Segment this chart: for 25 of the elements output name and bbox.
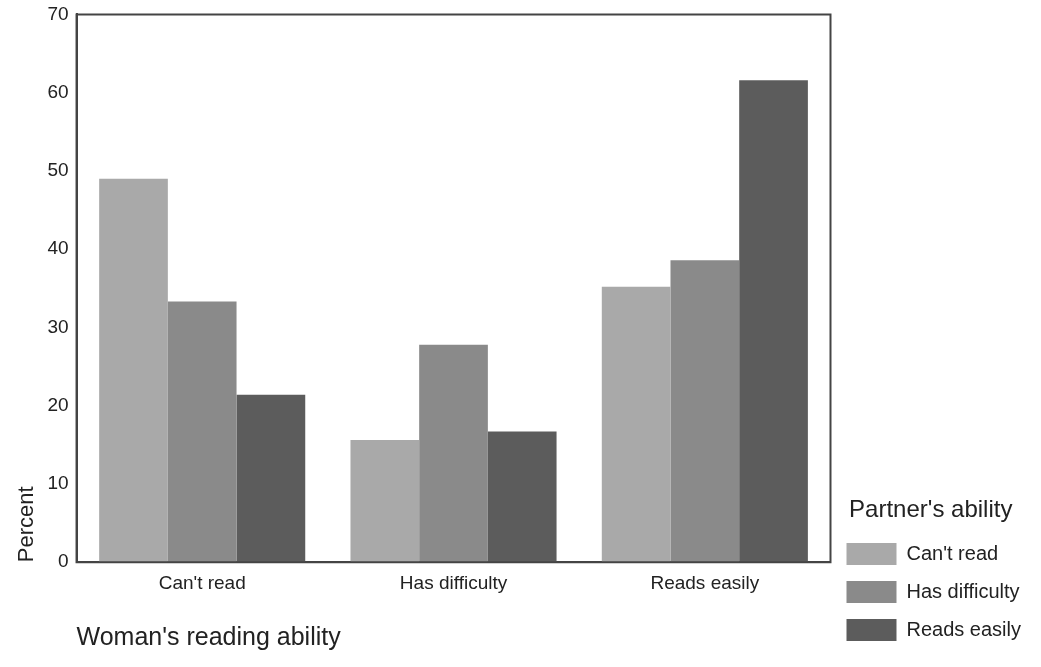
y-tick-label: 10: [47, 472, 69, 494]
x-tick-label: Can't read: [158, 571, 246, 593]
bar: [99, 178, 168, 563]
y-tick-label: 70: [47, 2, 69, 24]
x-tick-label: Reads easily: [650, 571, 760, 593]
legend-label: Reads easily: [906, 617, 1022, 640]
bar: [236, 394, 306, 563]
bar: [419, 344, 488, 563]
legend-title: Partner's ability: [849, 494, 1013, 522]
y-tick-label: 40: [47, 237, 69, 259]
y-tick-label: 60: [47, 80, 69, 102]
bar: [601, 286, 671, 563]
bar: [167, 301, 237, 563]
bar: [670, 260, 740, 563]
y-tick-label: 50: [47, 159, 69, 181]
y-tick-label: 30: [47, 315, 69, 337]
bar: [350, 440, 420, 563]
y-axis-title: Percent: [13, 486, 39, 563]
x-tick-label: Has difficulty: [399, 571, 508, 593]
y-tick-label: 20: [47, 393, 69, 415]
x-axis-title: Woman's reading ability: [76, 621, 342, 650]
bar: [487, 431, 557, 563]
y-tick-label: 0: [57, 550, 69, 572]
legend-label: Can't read: [906, 541, 999, 564]
bar: [739, 80, 808, 563]
